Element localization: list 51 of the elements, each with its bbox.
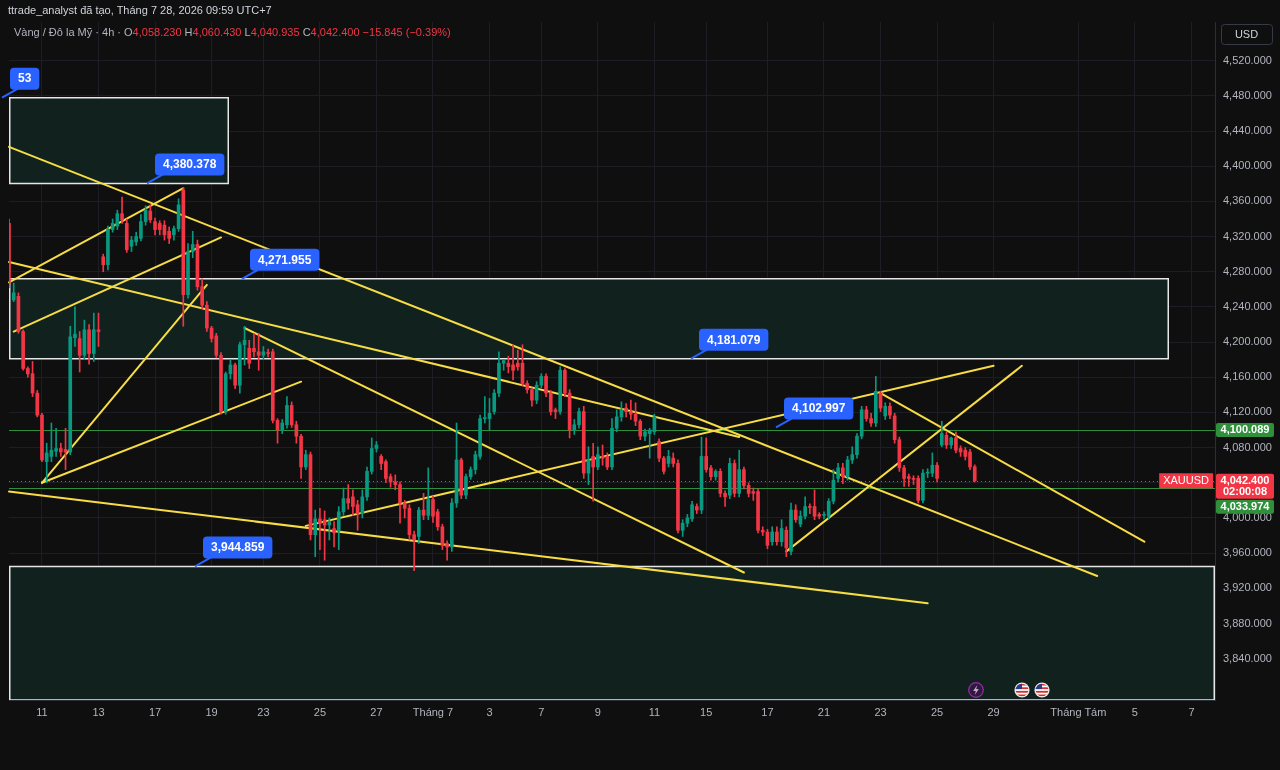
annotation: XAUUSD	[1163, 474, 1210, 487]
y-tick-label: 4,080.000	[1223, 440, 1272, 453]
x-tick-label: 15	[700, 705, 713, 718]
x-tick-label: 17	[761, 705, 774, 718]
x-tick-label: 23	[874, 705, 887, 718]
x-tick-label: 25	[313, 705, 327, 718]
y-tick-label: 3,880.000	[1223, 616, 1272, 629]
chart-title: ttrade_analyst đã tạo, Tháng 7 28, 2026 09:59 UTC+7	[8, 4, 272, 16]
y-tick-label: 4,320.000	[1223, 229, 1272, 242]
y-tick-label: 3,840.000	[1223, 651, 1272, 664]
x-tick-label: 11	[36, 705, 48, 718]
y-tick-label: 4,280.000	[1223, 264, 1272, 277]
y-tick-label: 4,440.000	[1223, 124, 1272, 137]
y-tick-label: 4,520.000	[1223, 53, 1272, 66]
x-tick-label: 5	[1131, 705, 1138, 718]
annotation: 4,102.997	[792, 401, 846, 416]
x-tick-label: 9	[594, 705, 601, 718]
y-tick-label: 4,200.000	[1223, 335, 1272, 348]
annotation: 3,944.859	[211, 540, 265, 555]
y-tick-label: 4,400.000	[1223, 159, 1272, 172]
x-tick-label: 17	[148, 705, 162, 718]
y-tick-label: 4,000.000	[1223, 511, 1272, 523]
x-tick-label: Tháng 7	[412, 705, 454, 718]
x-tick-label: 21	[817, 705, 831, 718]
x-tick-label: 11	[648, 705, 661, 718]
ref-line-label: 4,100.089	[1220, 423, 1270, 436]
x-tick-label: 23	[257, 705, 270, 718]
x-tick-label: 7	[1188, 705, 1195, 718]
x-tick-label: Tháng Tám	[1050, 705, 1107, 718]
x-tick-label: 29	[987, 705, 1000, 718]
y-tick-label: 4,360.000	[1223, 194, 1272, 207]
x-tick-label: 13	[92, 705, 105, 718]
x-tick-label: 27	[370, 705, 383, 718]
x-tick-label: 25	[930, 705, 944, 718]
y-tick-label: 4,160.000	[1223, 370, 1272, 383]
y-axis-title: USD	[1234, 28, 1259, 41]
ref-line-label: 4,042.400 02:00:08	[1220, 474, 1270, 498]
y-tick-label: 4,240.000	[1223, 299, 1272, 312]
y-tick-label: 3,960.000	[1223, 546, 1272, 559]
x-tick-label: 19	[205, 705, 218, 718]
x-tick-label: 7	[538, 705, 545, 718]
ref-line-label: 4,033.974	[1220, 500, 1271, 513]
annotation: 4,271.955	[258, 252, 312, 267]
y-tick-label: 3,920.000	[1223, 581, 1272, 594]
y-tick-label: 4,480.000	[1223, 88, 1272, 101]
text: Vàng / Đô la Mỹ · 4h · O4,058.230 H4,060.430 L4,040.935 C4,042.400 −15.845 (−0.39%)	[14, 26, 451, 38]
annotation: 4,181.079	[707, 332, 761, 347]
annotation: 53	[17, 71, 32, 86]
y-tick-label: 4,120.000	[1223, 405, 1272, 418]
x-tick-label: 3	[486, 705, 493, 718]
annotation: 4,380.378	[163, 157, 217, 172]
